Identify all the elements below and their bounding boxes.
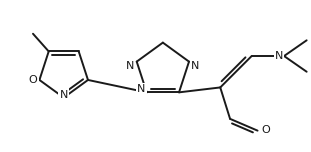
Text: N: N: [125, 61, 134, 71]
Text: N: N: [275, 51, 283, 61]
Text: N: N: [191, 61, 199, 71]
Text: O: O: [29, 75, 37, 85]
Text: N: N: [59, 90, 68, 100]
Text: O: O: [262, 124, 270, 135]
Text: N: N: [137, 84, 146, 94]
